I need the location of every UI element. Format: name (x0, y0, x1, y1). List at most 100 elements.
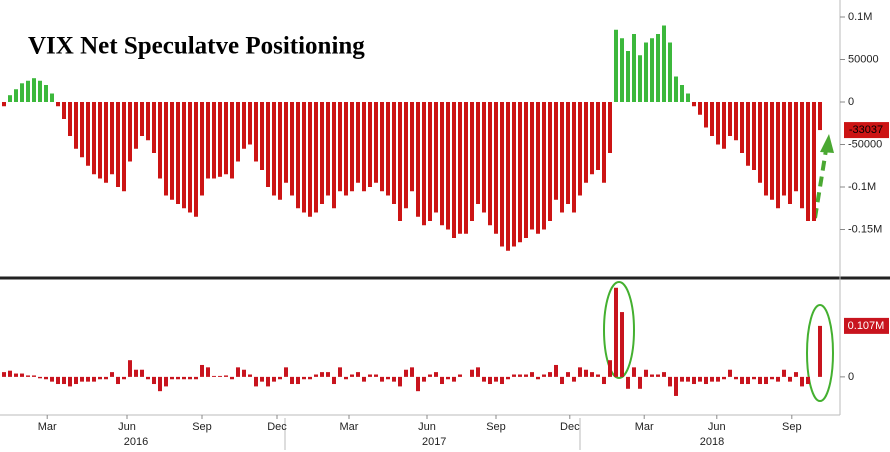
bar (716, 376, 720, 382)
bar (506, 102, 510, 251)
bar (488, 102, 492, 226)
bar (494, 376, 498, 382)
bar (530, 372, 534, 377)
bar (554, 364, 558, 377)
bar (476, 367, 480, 377)
bar (254, 102, 258, 162)
bar (110, 102, 114, 175)
bar (512, 102, 516, 247)
bar (440, 376, 444, 385)
chart-title: VIX Net Speculatve Positioning (28, 33, 365, 60)
bar (494, 102, 498, 234)
bar (602, 376, 606, 385)
bar (176, 102, 180, 204)
bar (608, 360, 612, 377)
bar (764, 376, 768, 385)
bar (122, 376, 126, 380)
bar (722, 102, 726, 149)
bar (380, 376, 384, 382)
bar (224, 375, 228, 377)
bar (500, 376, 504, 385)
bar (662, 372, 666, 377)
bar (596, 102, 600, 170)
bar (560, 102, 564, 213)
bar (104, 102, 108, 183)
bar (488, 376, 492, 385)
bar (260, 376, 264, 382)
bar (320, 372, 324, 377)
bar (410, 102, 414, 192)
bar (524, 102, 528, 238)
bar (164, 376, 168, 387)
bar (368, 374, 372, 377)
bar (770, 376, 774, 380)
bar (476, 102, 480, 204)
x-tick-label: Jun (118, 421, 136, 433)
bar (38, 376, 42, 379)
bar (326, 102, 330, 196)
bar (650, 374, 654, 377)
bar (812, 102, 816, 221)
bar (434, 372, 438, 377)
y-tick-label: -0.15M (848, 223, 882, 235)
bar (212, 102, 216, 179)
bar (428, 102, 432, 221)
bar (674, 76, 678, 102)
bar (398, 102, 402, 221)
bar (188, 102, 192, 213)
bar (758, 102, 762, 183)
bar (56, 102, 60, 107)
bar (428, 374, 432, 377)
last-value-label: -33037 (849, 124, 883, 136)
bar (272, 376, 276, 382)
bar (734, 376, 738, 380)
bar (506, 376, 510, 380)
bar (194, 376, 198, 380)
bar (236, 102, 240, 162)
bar (290, 102, 294, 196)
bar (788, 102, 792, 204)
bar (350, 374, 354, 377)
bar (248, 374, 252, 377)
annotation-arrowhead (820, 134, 834, 153)
y-tick-label: -0.1M (848, 181, 876, 193)
bar (662, 25, 666, 102)
bar (698, 376, 702, 382)
bar (584, 369, 588, 377)
x-tick-label: Jun (418, 421, 436, 433)
bar (98, 102, 102, 179)
bar (248, 102, 252, 145)
bar (50, 376, 54, 382)
bar (422, 376, 426, 382)
bar (146, 376, 150, 380)
bar (284, 367, 288, 377)
year-label: 2018 (700, 436, 724, 448)
bar (770, 102, 774, 200)
x-tick-label: Sep (486, 421, 506, 433)
bar (314, 102, 318, 213)
bar (134, 102, 138, 149)
bar (32, 375, 36, 377)
bar (458, 374, 462, 377)
bar (704, 376, 708, 385)
bar (38, 80, 42, 102)
bar (68, 376, 72, 387)
bar (44, 85, 48, 102)
bar (728, 369, 732, 377)
bar (548, 102, 552, 221)
bar (644, 369, 648, 377)
bar (86, 376, 90, 382)
bar (140, 369, 144, 377)
bar (206, 102, 210, 179)
bar (266, 102, 270, 187)
year-label: 2017 (422, 436, 446, 448)
bar (512, 374, 516, 377)
bar (26, 375, 30, 377)
bar (818, 325, 822, 377)
bar (386, 376, 390, 380)
bar (218, 102, 222, 177)
bar (218, 375, 222, 377)
bar (590, 372, 594, 377)
bar (374, 102, 378, 183)
